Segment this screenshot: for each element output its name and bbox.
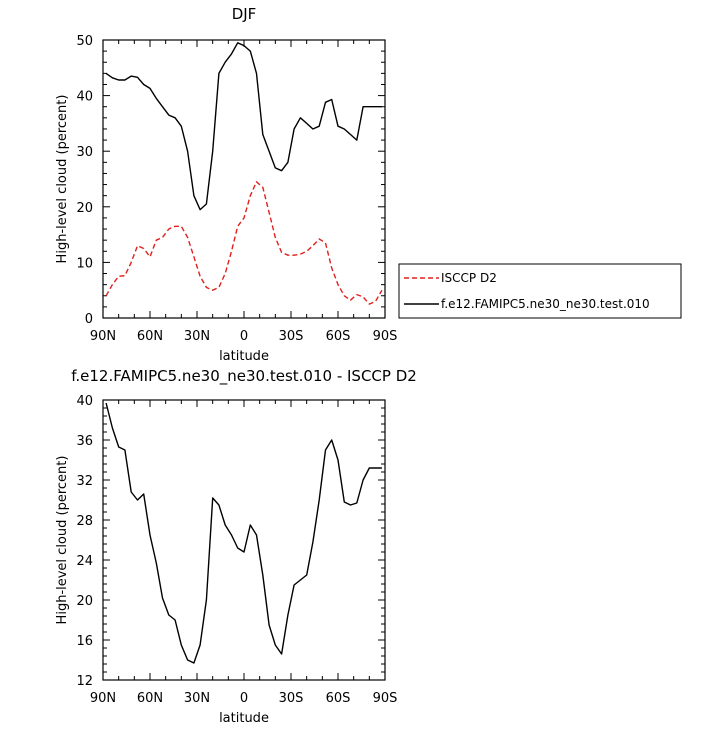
plot-frame — [102, 399, 386, 681]
y-tick-label: 36 — [76, 434, 93, 449]
y-axis-label: High-level cloud (percent) — [55, 456, 70, 625]
y-tick-label: 24 — [76, 554, 93, 569]
y-axis-label: High-level cloud (percent) — [55, 95, 70, 264]
x-tick-label: 30S — [279, 329, 304, 344]
legend-box — [398, 263, 682, 319]
x-tick-label: 0 — [240, 329, 248, 344]
x-tick-label: 0 — [240, 691, 248, 706]
x-tick-label: 90N — [90, 691, 116, 706]
x-tick-label: 60S — [326, 691, 351, 706]
x-tick-label: 30N — [184, 329, 210, 344]
series-line-1 — [105, 402, 382, 664]
chart-title: f.e12.FAMIPC5.ne30_ne30.test.010 - ISCCP… — [71, 367, 417, 386]
series-line-1 — [105, 181, 383, 305]
y-tick-label: 50 — [76, 34, 93, 49]
y-tick-label: 10 — [76, 256, 93, 271]
legend-label: ISCCP D2 — [441, 271, 497, 285]
y-tick-label: 0 — [85, 312, 93, 327]
x-axis-label: latitude — [219, 711, 269, 726]
x-tick-label: 90S — [373, 691, 398, 706]
y-tick-label: 40 — [76, 90, 93, 105]
x-tick-label: 90S — [373, 329, 398, 344]
x-tick-label: 60N — [137, 691, 163, 706]
y-tick-label: 40 — [76, 394, 93, 409]
legend-label: f.e12.FAMIPC5.ne30_ne30.test.010 — [441, 297, 650, 311]
y-tick-label: 12 — [76, 674, 93, 689]
x-tick-label: 30S — [279, 691, 304, 706]
plot-frame — [102, 39, 386, 319]
y-tick-label: 20 — [76, 594, 93, 609]
x-tick-label: 60N — [137, 329, 163, 344]
chart-panel-1: DJF 90N 60N 30N 0 30S 60S 90S 0 10 20 30 40 50 latitud… — [55, 5, 682, 364]
y-tick-label: 32 — [76, 474, 93, 489]
x-axis-label: latitude — [219, 349, 269, 364]
y-tick-label: 16 — [76, 634, 93, 649]
y-tick-label: 20 — [76, 201, 93, 216]
x-tick-label: 90N — [90, 329, 116, 344]
chart-panel-2: f.e12.FAMIPC5.ne30_ne30.test.010 - ISCCP… — [55, 367, 417, 726]
chart-title: DJF — [232, 5, 257, 23]
x-tick-label: 30N — [184, 691, 210, 706]
y-tick-label: 28 — [76, 514, 93, 529]
x-tick-label: 60S — [326, 329, 351, 344]
y-tick-label: 30 — [76, 145, 93, 160]
legend: ISCCP D2 f.e12.FAMIPC5.ne30_ne30.test.010 — [398, 263, 682, 319]
series-line-2 — [105, 42, 382, 211]
